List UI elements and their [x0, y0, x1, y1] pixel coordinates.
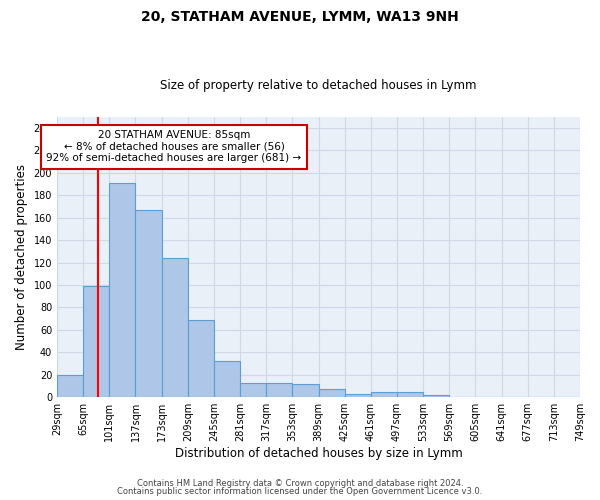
Bar: [319, 390, 344, 397]
X-axis label: Distribution of detached houses by size in Lymm: Distribution of detached houses by size …: [175, 447, 463, 460]
Bar: [214, 362, 240, 397]
Bar: [344, 394, 371, 397]
Bar: [397, 392, 423, 397]
Bar: [188, 320, 214, 397]
Bar: [292, 384, 319, 397]
Bar: [266, 382, 292, 397]
Bar: [240, 382, 266, 397]
Bar: [136, 210, 161, 397]
Bar: [57, 375, 83, 397]
Text: 20 STATHAM AVENUE: 85sqm
← 8% of detached houses are smaller (56)
92% of semi-de: 20 STATHAM AVENUE: 85sqm ← 8% of detache…: [46, 130, 302, 164]
Bar: [83, 286, 109, 397]
Text: Contains public sector information licensed under the Open Government Licence v3: Contains public sector information licen…: [118, 487, 482, 496]
Y-axis label: Number of detached properties: Number of detached properties: [15, 164, 28, 350]
Bar: [423, 395, 449, 397]
Bar: [161, 258, 188, 397]
Title: Size of property relative to detached houses in Lymm: Size of property relative to detached ho…: [160, 79, 477, 92]
Text: Contains HM Land Registry data © Crown copyright and database right 2024.: Contains HM Land Registry data © Crown c…: [137, 478, 463, 488]
Text: 20, STATHAM AVENUE, LYMM, WA13 9NH: 20, STATHAM AVENUE, LYMM, WA13 9NH: [141, 10, 459, 24]
Bar: [371, 392, 397, 397]
Bar: [109, 183, 136, 397]
